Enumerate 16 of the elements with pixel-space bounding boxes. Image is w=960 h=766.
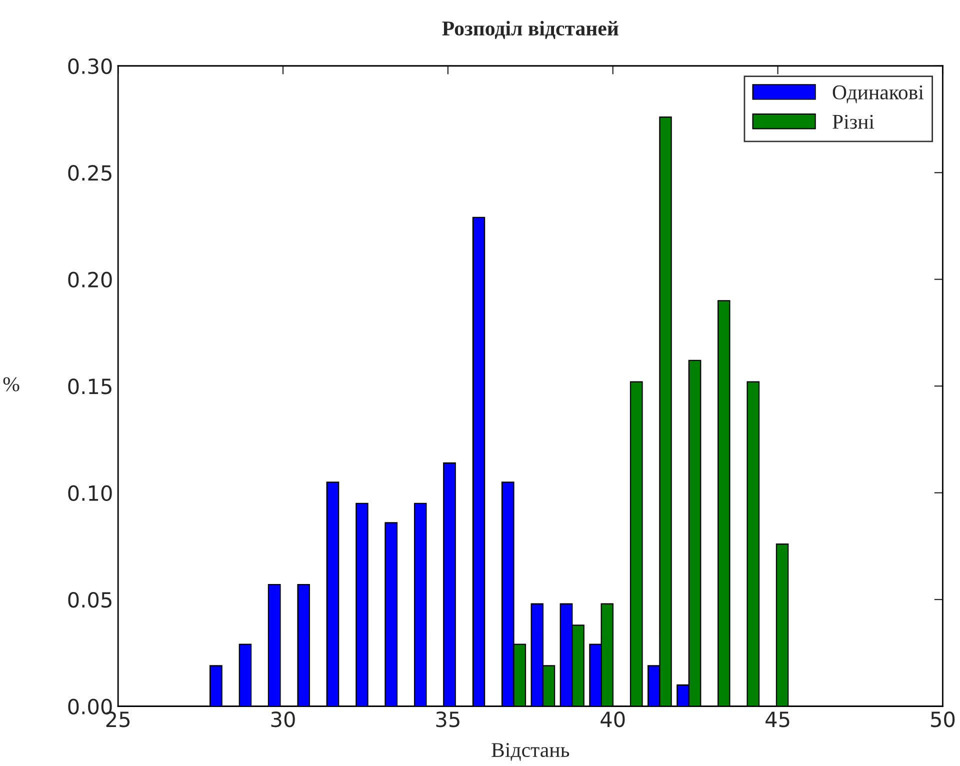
y-tick-label: 0.05 xyxy=(68,592,112,608)
y-tick-label: 0.20 xyxy=(68,272,112,288)
x-tick-label: 50 xyxy=(931,711,955,728)
y-tick-label: 0.10 xyxy=(68,485,112,502)
legend-label: Одинакові xyxy=(832,85,924,104)
x-tick-label: 40 xyxy=(600,711,625,728)
y-axis-title: % xyxy=(3,377,20,392)
x-tick-label: 45 xyxy=(766,712,790,728)
y-tick-label: 0.30 xyxy=(68,58,112,74)
x-tick-label: 30 xyxy=(271,711,295,728)
y-tick-label: 0.25 xyxy=(68,165,112,181)
legend-label: Різні xyxy=(832,114,874,129)
x-axis-title: Відстань xyxy=(492,743,570,761)
y-tick-label: 0.15 xyxy=(68,378,112,394)
x-tick-label: 35 xyxy=(436,711,460,728)
chart-title: Розподіл відстаней xyxy=(442,20,618,39)
